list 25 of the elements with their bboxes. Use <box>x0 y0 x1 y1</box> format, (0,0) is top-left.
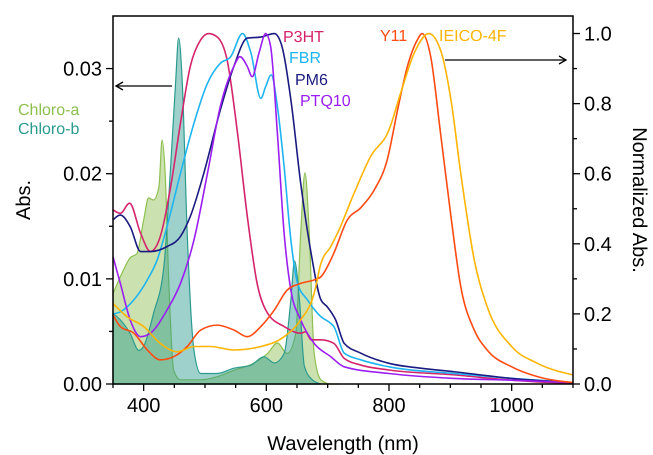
y-tick-label: 0.02 <box>63 164 102 186</box>
y2-tick-label: 0.8 <box>584 94 612 116</box>
x-tick-label: 400 <box>126 395 160 417</box>
x-tick-label: 800 <box>372 395 406 417</box>
y2-tick-label: 0.0 <box>584 374 612 396</box>
text: Chloro-b <box>18 121 80 138</box>
y-tick-label: 0.03 <box>63 58 102 81</box>
text: Chloro-a <box>18 102 80 119</box>
y2-tick-label: 0.2 <box>584 304 612 326</box>
y-axis-title: Abs. <box>13 180 35 220</box>
series-label: PM6 <box>295 72 328 89</box>
x-axis-title: Wavelength (nm) <box>267 433 419 455</box>
y2-tick-label: 0.4 <box>584 234 612 256</box>
series-label: Y11 <box>380 28 408 45</box>
x-tick-label: 1000 <box>489 395 534 417</box>
series-label: IEICO-4F <box>439 28 507 45</box>
x-tick-label: 600 <box>250 395 284 417</box>
series-label: FBR <box>289 50 321 67</box>
y2-tick-label: 0.6 <box>584 164 612 186</box>
series-label: PTQ10 <box>300 93 351 110</box>
text: P3HT <box>283 29 324 46</box>
y2-axis-title: Normalized Abs. <box>628 127 650 273</box>
y2-tick-label: 1.0 <box>584 24 612 46</box>
y-tick-label: 0.00 <box>63 374 102 396</box>
y-tick-label: 0.01 <box>63 268 102 291</box>
